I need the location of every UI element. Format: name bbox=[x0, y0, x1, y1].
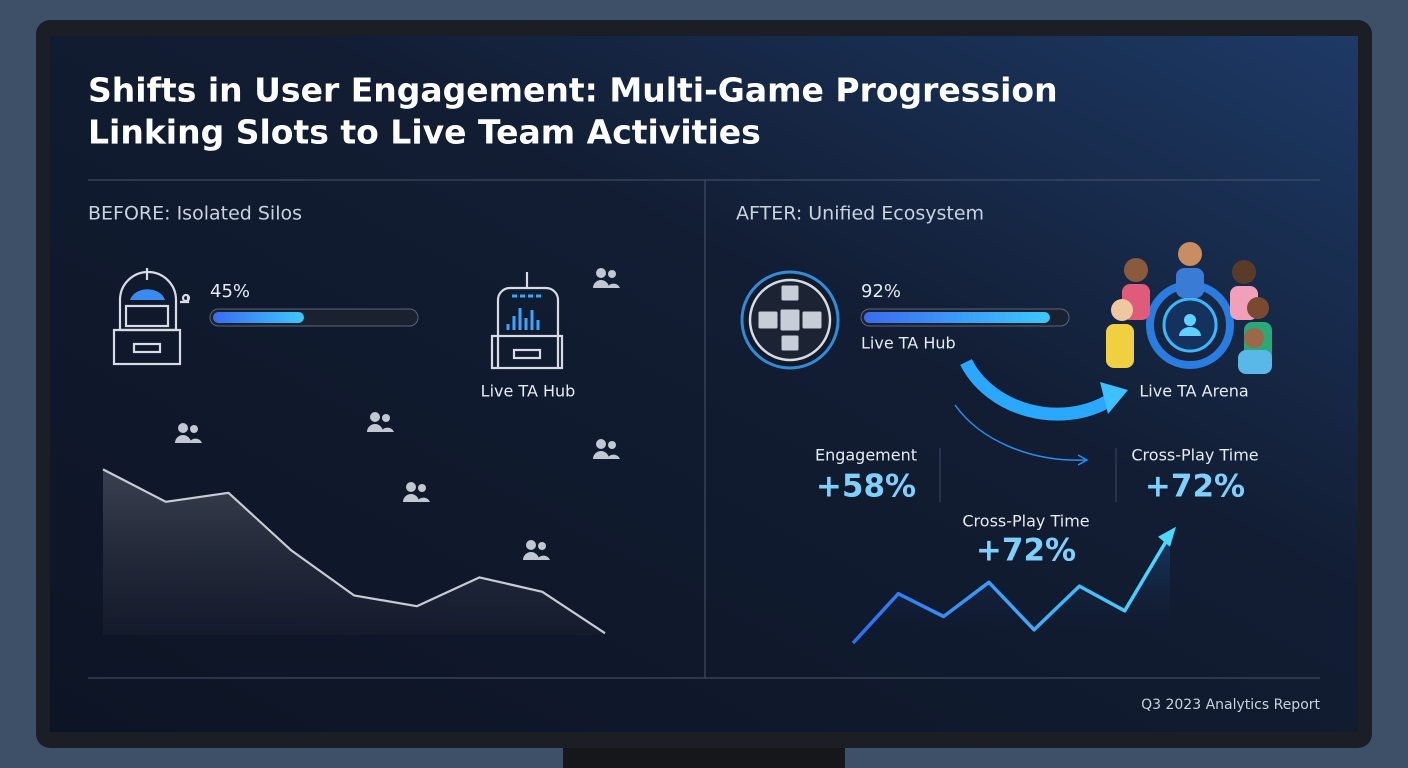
trend-area bbox=[103, 469, 605, 635]
flow-arrow bbox=[954, 404, 1086, 461]
title: Linking Slots to Live Team Activities bbox=[88, 113, 761, 152]
section-heading: BEFORE: Isolated Silos bbox=[88, 203, 302, 225]
arena-illustration bbox=[1106, 242, 1272, 374]
stat-label: Cross-Play Time bbox=[1131, 446, 1258, 465]
hub-label: Live TA Hub bbox=[481, 382, 576, 401]
trend-arrowhead bbox=[1158, 526, 1176, 547]
stat-label: Cross-Play Time bbox=[962, 512, 1089, 531]
section-heading: AFTER: Unified Ecosystem bbox=[736, 203, 984, 225]
progress-label: 92% bbox=[861, 281, 901, 302]
arena-label: Live TA Arena bbox=[1139, 382, 1248, 401]
footer: Q3 2023 Analytics Report bbox=[1141, 697, 1320, 713]
dial-keys bbox=[757, 284, 823, 352]
stat-value: +58% bbox=[816, 469, 916, 505]
flow-arrowhead bbox=[1100, 382, 1128, 414]
hub-bars bbox=[506, 294, 542, 330]
stat-label: Engagement bbox=[815, 446, 917, 465]
slot-dome bbox=[130, 289, 165, 300]
hub-icon bbox=[490, 272, 564, 370]
flow-arrowhead bbox=[1077, 454, 1089, 466]
flow-arrow bbox=[960, 358, 1114, 421]
hub-label: Live TA Hub bbox=[861, 334, 956, 353]
trend-area bbox=[853, 534, 1170, 645]
progress-bar bbox=[864, 312, 1050, 323]
stat-value: +72% bbox=[1145, 469, 1245, 505]
title: Shifts in User Engagement: Multi-Game Pr… bbox=[88, 71, 1058, 110]
progress-label: 45% bbox=[210, 281, 250, 302]
trend-line bbox=[851, 533, 1172, 645]
progress-bar bbox=[213, 312, 304, 323]
people-icons bbox=[175, 268, 620, 560]
slot-icon bbox=[112, 268, 191, 366]
trend-line bbox=[102, 468, 606, 635]
stat-value: +72% bbox=[976, 533, 1076, 569]
